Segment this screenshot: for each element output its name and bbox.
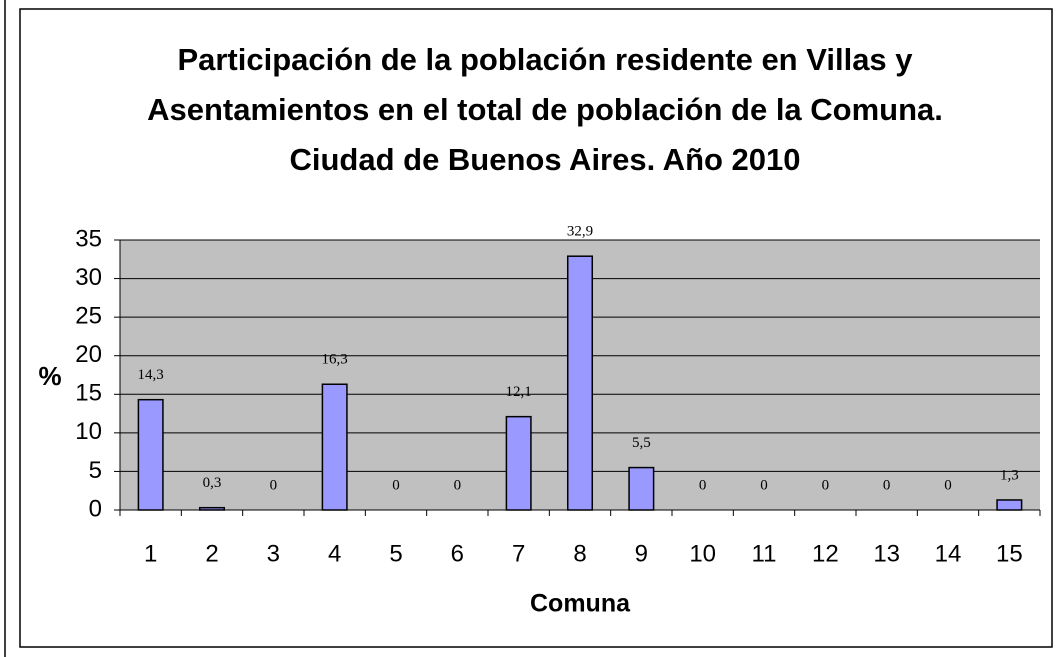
x-tick-label: 13 [873, 540, 900, 567]
y-tick-label: 0 [89, 495, 102, 522]
y-tick-label: 5 [89, 457, 102, 484]
y-tick-label: 15 [75, 380, 102, 407]
data-label: 0,3 [203, 475, 222, 491]
x-tick-label: 14 [935, 540, 962, 567]
x-tick-label: 2 [205, 540, 218, 567]
bar [566, 255, 594, 511]
x-tick-label: 7 [512, 540, 525, 567]
x-tick-label: 1 [144, 540, 157, 567]
x-tick-label: 10 [689, 540, 716, 567]
bar [137, 398, 164, 511]
bar [628, 466, 655, 511]
data-label: 32,9 [567, 224, 593, 240]
data-label: 0 [822, 477, 830, 493]
y-tick-label: 25 [75, 302, 102, 329]
bar [321, 383, 348, 511]
data-label: 0 [270, 477, 278, 493]
data-label: 0 [944, 477, 952, 493]
bar [198, 506, 226, 511]
x-tick-label: 4 [328, 540, 341, 567]
data-label: 0 [883, 477, 891, 493]
x-tick-label: 12 [812, 540, 839, 567]
y-tick-label: 20 [75, 341, 102, 368]
x-tick-label: 11 [752, 540, 777, 567]
x-tick-label: 8 [573, 540, 586, 567]
x-axis-title: Comuna [530, 590, 631, 618]
x-tick-label: 9 [635, 540, 648, 567]
y-axis-title: % [38, 361, 61, 391]
y-tick-label: 10 [75, 418, 102, 445]
bar [996, 499, 1023, 511]
data-label: 1,3 [1000, 467, 1019, 483]
data-label: 0 [760, 477, 768, 493]
data-label: 0 [392, 477, 400, 493]
x-tick-label: 5 [389, 540, 402, 567]
data-label: 14,3 [138, 367, 164, 383]
x-tick-label: 15 [996, 540, 1023, 567]
x-tick-label: 3 [267, 540, 280, 567]
data-label: 5,5 [632, 435, 651, 451]
data-label: 0 [454, 477, 462, 493]
data-label: 0 [699, 477, 707, 493]
y-tick-label: 30 [75, 264, 102, 291]
y-tick-label: 35 [75, 225, 102, 252]
bar [505, 415, 532, 511]
x-tick-label: 6 [451, 540, 464, 567]
data-label: 12,1 [506, 384, 532, 400]
chart-title: Participación de la población residente … [147, 42, 943, 177]
data-label: 16,3 [322, 352, 348, 368]
